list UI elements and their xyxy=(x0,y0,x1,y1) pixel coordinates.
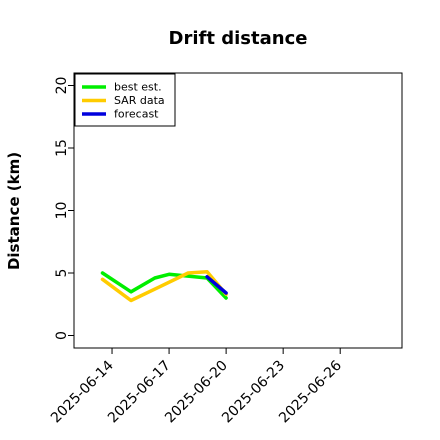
y-tick-label: 0 xyxy=(54,331,70,340)
series-line-sar-data xyxy=(100,270,228,303)
y-tick-label: 15 xyxy=(54,139,70,157)
series-line-forecast xyxy=(205,275,228,295)
x-axis: 2025-06-142025-06-172025-06-202025-06-23… xyxy=(48,348,345,426)
y-axis-label: Distance (km) xyxy=(5,152,23,270)
legend-label: SAR data xyxy=(114,94,165,107)
chart-title: Drift distance xyxy=(169,28,308,49)
legend-label: best est. xyxy=(114,81,162,94)
y-tick-label: 5 xyxy=(54,269,70,278)
y-tick-label: 20 xyxy=(54,77,70,95)
y-tick-label: 10 xyxy=(54,202,70,220)
y-axis: 0 5 10 15 20 xyxy=(54,77,74,340)
series-layer xyxy=(100,270,228,303)
legend-label: forecast xyxy=(114,108,159,121)
